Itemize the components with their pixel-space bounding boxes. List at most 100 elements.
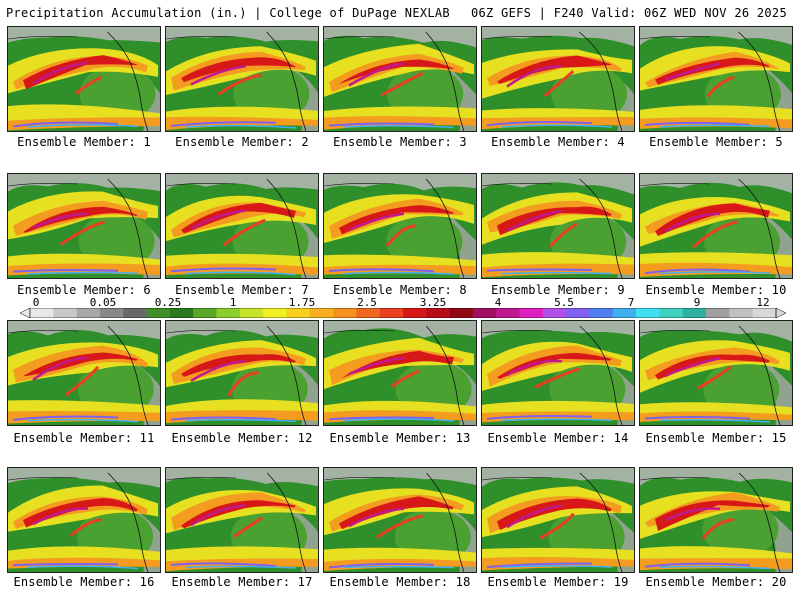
ensemble-member-label: Ensemble Member: 18 <box>329 575 471 589</box>
ensemble-panel-8 <box>323 173 477 279</box>
ensemble-member-label: Ensemble Member: 20 <box>645 575 787 589</box>
ensemble-member-label: Ensemble Member: 13 <box>329 431 471 445</box>
colorbar-tick-label: 1 <box>229 296 237 309</box>
colorbar-tick-label: 0.25 <box>154 296 182 309</box>
ensemble-panel-19 <box>481 467 635 573</box>
ensemble-member-label: Ensemble Member: 14 <box>487 431 629 445</box>
colorbar <box>20 308 786 318</box>
colorbar-tick-label: 5.5 <box>554 296 574 309</box>
ensemble-panel-2 <box>165 26 319 132</box>
ensemble-member-label: Ensemble Member: 17 <box>171 575 313 589</box>
precip-map <box>8 174 160 278</box>
ensemble-member-label: Ensemble Member: 9 <box>491 283 625 297</box>
colorbar-swatch <box>356 308 380 318</box>
ensemble-panel-13 <box>323 320 477 426</box>
ensemble-member-label: Ensemble Member: 10 <box>645 283 787 297</box>
ensemble-member-label: Ensemble Member: 4 <box>491 135 625 149</box>
ensemble-panel-14 <box>481 320 635 426</box>
ensemble-member-label: Ensemble Member: 8 <box>333 283 467 297</box>
ensemble-panel-9 <box>481 173 635 279</box>
precip-map <box>8 321 160 425</box>
colorbar-swatch <box>752 308 777 318</box>
ensemble-panel-6 <box>7 173 161 279</box>
ensemble-panel-1 <box>7 26 161 132</box>
precip-map <box>324 468 476 572</box>
precip-map <box>166 27 318 131</box>
colorbar-swatch <box>30 308 54 318</box>
precip-map <box>640 321 792 425</box>
colorbar-swatch <box>263 308 287 318</box>
colorbar-tick-label: 9 <box>693 296 701 309</box>
colorbar-swatch <box>379 308 404 318</box>
colorbar-max-arrow <box>775 308 786 318</box>
ensemble-panel-20 <box>639 467 793 573</box>
ensemble-member-label: Ensemble Member: 16 <box>13 575 155 589</box>
colorbar-swatch <box>239 308 264 318</box>
ensemble-member-label: Ensemble Member: 19 <box>487 575 629 589</box>
precip-map <box>640 27 792 131</box>
precip-map <box>324 174 476 278</box>
chart-title: Precipitation Accumulation (in.) | Colle… <box>6 6 450 20</box>
ensemble-panel-11 <box>7 320 161 426</box>
ensemble-member-label: Ensemble Member: 1 <box>17 135 151 149</box>
precip-map <box>166 468 318 572</box>
colorbar-swatch <box>146 308 171 318</box>
ensemble-panel-10 <box>639 173 793 279</box>
ensemble-member-label: Ensemble Member: 2 <box>175 135 309 149</box>
colorbar-swatch <box>612 308 637 318</box>
colorbar-swatch <box>566 308 590 318</box>
ensemble-member-label: Ensemble Member: 12 <box>171 431 313 445</box>
colorbar-swatch <box>193 308 217 318</box>
colorbar-swatch <box>682 308 707 318</box>
colorbar-swatch <box>472 308 497 318</box>
colorbar-swatch <box>636 308 660 318</box>
colorbar-swatch <box>333 308 357 318</box>
colorbar-swatch <box>53 308 77 318</box>
precip-map <box>640 468 792 572</box>
colorbar-swatch <box>169 308 194 318</box>
ensemble-member-label: Ensemble Member: 15 <box>645 431 787 445</box>
colorbar-tick-label: 4 <box>494 296 502 309</box>
precip-map <box>324 321 476 425</box>
colorbar-tick-label: 2.5 <box>357 296 377 309</box>
precip-map <box>482 468 634 572</box>
ensemble-panel-12 <box>165 320 319 426</box>
colorbar-tick-label: 1.75 <box>288 296 316 309</box>
colorbar-swatch <box>542 308 567 318</box>
colorbar-swatch <box>519 308 544 318</box>
colorbar-swatch <box>76 308 101 318</box>
ensemble-member-label: Ensemble Member: 5 <box>649 135 783 149</box>
colorbar-swatch <box>286 308 311 318</box>
colorbar-tick-label: 0 <box>32 296 40 309</box>
colorbar-min-arrow <box>20 308 31 318</box>
colorbar-swatch <box>589 308 614 318</box>
colorbar-swatch <box>99 308 124 318</box>
precip-map <box>166 174 318 278</box>
colorbar-tick-label: 0.05 <box>89 296 117 309</box>
colorbar-swatch <box>496 308 520 318</box>
ensemble-panel-7 <box>165 173 319 279</box>
ensemble-panel-4 <box>481 26 635 132</box>
precip-map <box>324 27 476 131</box>
precip-map <box>482 174 634 278</box>
ensemble-panel-16 <box>7 467 161 573</box>
ensemble-panel-5 <box>639 26 793 132</box>
ensemble-member-label: Ensemble Member: 6 <box>17 283 151 297</box>
colorbar-swatch <box>426 308 450 318</box>
colorbar-swatch <box>403 308 427 318</box>
precip-map <box>482 27 634 131</box>
precip-map <box>8 27 160 131</box>
colorbar-swatch <box>706 308 730 318</box>
ensemble-panel-3 <box>323 26 477 132</box>
ensemble-panel-18 <box>323 467 477 573</box>
precip-map <box>640 174 792 278</box>
run-valid-time: 06Z GEFS | F240 Valid: 06Z WED NOV 26 20… <box>470 6 787 20</box>
colorbar-swatch <box>123 308 147 318</box>
ensemble-panel-17 <box>165 467 319 573</box>
colorbar-swatch <box>216 308 241 318</box>
ensemble-member-label: Ensemble Member: 3 <box>333 135 467 149</box>
precip-map <box>482 321 634 425</box>
precip-map <box>166 321 318 425</box>
colorbar-swatch <box>729 308 753 318</box>
colorbar-tick-label: 7 <box>627 296 635 309</box>
